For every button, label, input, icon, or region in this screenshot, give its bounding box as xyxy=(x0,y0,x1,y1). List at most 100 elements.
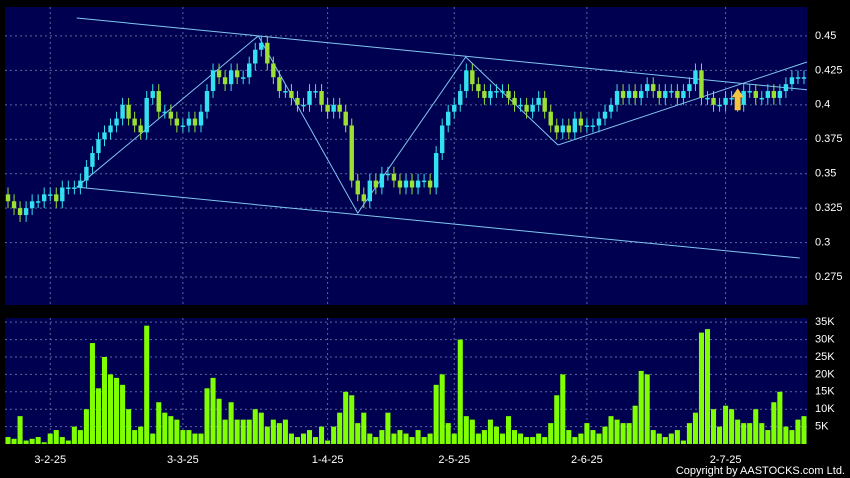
candle-body xyxy=(180,125,186,127)
volume-bar xyxy=(65,440,71,444)
candle-body xyxy=(174,118,180,126)
volume-bar xyxy=(337,412,343,444)
volume-bar xyxy=(150,433,156,444)
volume-bar xyxy=(270,419,276,444)
candle-body xyxy=(23,208,29,216)
y-tick-label: 20K xyxy=(815,368,835,380)
volume-bar xyxy=(481,430,487,444)
volume-bar xyxy=(403,433,409,444)
candle-body xyxy=(783,84,789,92)
volume-bar xyxy=(735,419,741,444)
volume-bar xyxy=(23,440,29,444)
volume-bar xyxy=(602,426,608,444)
candle-body xyxy=(470,70,475,85)
volume-bar xyxy=(391,433,397,444)
candle-body xyxy=(446,111,451,126)
volume-bar xyxy=(77,430,83,444)
y-tick-label: 15K xyxy=(815,386,835,398)
candle-body xyxy=(313,91,318,93)
candle-body xyxy=(192,118,198,126)
candle-body xyxy=(84,166,89,181)
candle-body xyxy=(108,125,113,133)
candle-body xyxy=(433,153,439,188)
candle-body xyxy=(355,180,360,195)
candle-body xyxy=(126,104,131,119)
volume-bar xyxy=(499,433,506,444)
volume-bar xyxy=(168,416,174,444)
candle-body xyxy=(560,125,565,133)
volume-bar xyxy=(729,409,735,444)
candle-body xyxy=(114,118,119,126)
candle-body xyxy=(681,91,686,98)
volume-bar xyxy=(162,412,168,444)
volume-bar xyxy=(144,325,150,444)
volume-bar xyxy=(512,430,518,444)
volume-bar xyxy=(518,433,524,444)
y-tick-label: 0.35 xyxy=(815,168,836,180)
candle-body xyxy=(663,91,668,98)
volume-bar xyxy=(590,430,596,444)
candle-body xyxy=(204,91,210,112)
volume-bar xyxy=(536,433,542,444)
candle-body xyxy=(301,104,306,107)
candle-body xyxy=(518,104,523,107)
candle-body xyxy=(530,104,535,112)
volume-bar xyxy=(306,430,313,444)
candle-body xyxy=(747,91,752,93)
copyright: Copyright by AASTOCKS.com Ltd. xyxy=(676,465,845,477)
candle-body xyxy=(283,91,288,93)
volume-bar xyxy=(204,388,210,444)
candle-body xyxy=(361,194,366,202)
x-tick-label: 3-2-25 xyxy=(34,454,66,466)
volume-bar xyxy=(120,384,126,444)
volume-bar xyxy=(409,437,415,444)
candle-body xyxy=(66,187,71,189)
candle-body xyxy=(41,194,47,202)
candle-body xyxy=(265,42,270,64)
volume-bar xyxy=(41,442,47,444)
candle-body xyxy=(373,180,379,188)
volume-bar xyxy=(59,437,65,444)
volume-bar xyxy=(505,416,512,444)
volume-bar xyxy=(439,374,445,444)
candle-body xyxy=(222,77,228,85)
candle-body xyxy=(645,84,650,92)
candle-body xyxy=(295,97,300,105)
candle-body xyxy=(271,63,276,78)
volume-bar xyxy=(421,437,427,444)
volume-bar xyxy=(433,384,439,444)
volume-bar xyxy=(385,412,391,444)
candle-body xyxy=(385,173,391,176)
x-tick-label: 1-4-25 xyxy=(312,454,344,466)
volume-bar xyxy=(138,426,144,444)
volume-bar xyxy=(107,374,114,444)
candle-body xyxy=(548,111,553,126)
candle-body xyxy=(753,91,758,98)
candle-body xyxy=(801,77,807,79)
volume-bar xyxy=(560,374,566,444)
candle-body xyxy=(343,111,348,126)
volume-bar xyxy=(186,430,192,444)
candle-body xyxy=(319,91,324,105)
candle-body xyxy=(711,97,716,105)
candle-body xyxy=(596,118,602,126)
volume-panel xyxy=(5,318,807,444)
candle-body xyxy=(759,97,764,100)
candle-body xyxy=(608,104,614,112)
candle-body xyxy=(657,91,662,98)
candle-body xyxy=(578,118,584,126)
volume-bar xyxy=(101,356,108,444)
volume-bar xyxy=(650,430,656,444)
volume-bar xyxy=(644,374,650,444)
candle-body xyxy=(60,187,65,202)
candle-body xyxy=(78,180,83,188)
candle-body xyxy=(584,125,590,127)
candle-body xyxy=(120,104,125,119)
candle-body xyxy=(259,42,264,50)
volume-bar xyxy=(475,433,481,444)
price-panel xyxy=(5,7,807,305)
candle-body xyxy=(277,77,282,92)
candle-body xyxy=(138,125,143,133)
volume-bar xyxy=(487,419,493,444)
y-tick-label: 0.275 xyxy=(815,271,843,283)
